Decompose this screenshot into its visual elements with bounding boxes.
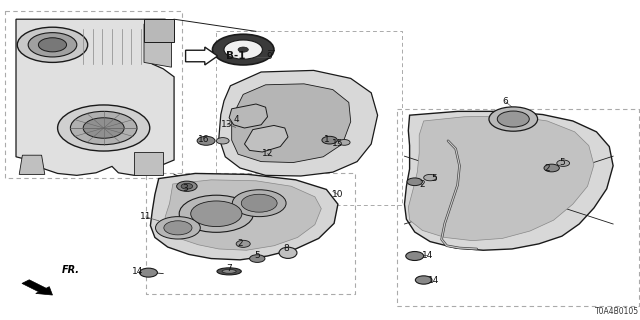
Ellipse shape: [279, 247, 297, 259]
Text: 9: 9: [266, 52, 271, 61]
Text: B-1: B-1: [226, 51, 245, 61]
Circle shape: [197, 136, 215, 145]
Polygon shape: [219, 70, 378, 176]
Text: FR.: FR.: [62, 265, 80, 276]
Text: 14: 14: [422, 251, 433, 260]
Text: 6: 6: [503, 97, 508, 106]
Circle shape: [224, 40, 262, 59]
Text: 5: 5: [255, 252, 260, 260]
Circle shape: [339, 140, 350, 145]
Circle shape: [212, 34, 274, 65]
Circle shape: [250, 255, 265, 262]
Circle shape: [181, 183, 193, 189]
Text: 3: 3: [183, 184, 188, 193]
Circle shape: [544, 164, 559, 172]
Circle shape: [177, 181, 197, 191]
Circle shape: [216, 138, 229, 144]
Text: 2: 2: [420, 180, 425, 189]
Polygon shape: [134, 152, 163, 175]
Polygon shape: [404, 111, 613, 250]
Polygon shape: [232, 84, 351, 163]
Polygon shape: [150, 173, 338, 260]
Text: 11: 11: [140, 212, 152, 221]
Text: 2: 2: [237, 239, 243, 248]
Circle shape: [406, 252, 424, 260]
Polygon shape: [144, 19, 174, 42]
Text: 16: 16: [198, 135, 209, 144]
Circle shape: [424, 174, 436, 181]
Circle shape: [557, 160, 570, 166]
Text: 2: 2: [545, 164, 550, 173]
Ellipse shape: [217, 268, 241, 275]
Text: 14: 14: [132, 267, 143, 276]
Text: 5: 5: [431, 174, 436, 183]
Text: T0A4B0105: T0A4B0105: [595, 307, 639, 316]
Text: 10: 10: [332, 190, 344, 199]
Polygon shape: [144, 24, 172, 67]
Circle shape: [415, 276, 432, 284]
Circle shape: [164, 221, 192, 235]
Circle shape: [58, 105, 150, 151]
Circle shape: [238, 47, 248, 52]
Polygon shape: [244, 125, 288, 152]
Circle shape: [241, 194, 277, 212]
Circle shape: [236, 240, 250, 247]
Circle shape: [38, 38, 67, 52]
Circle shape: [83, 118, 124, 138]
Text: 15: 15: [332, 139, 344, 148]
Circle shape: [156, 217, 200, 239]
FancyArrow shape: [22, 280, 52, 295]
Text: 8: 8: [284, 244, 289, 253]
Circle shape: [322, 136, 337, 144]
Text: 5: 5: [559, 158, 564, 167]
Polygon shape: [19, 155, 45, 174]
Text: 13: 13: [221, 120, 233, 129]
Circle shape: [497, 111, 529, 127]
Circle shape: [17, 27, 88, 62]
Circle shape: [232, 190, 286, 217]
Circle shape: [407, 178, 422, 186]
Ellipse shape: [222, 269, 236, 273]
Text: 12: 12: [262, 149, 273, 158]
Text: 1: 1: [324, 135, 329, 144]
Circle shape: [489, 107, 538, 131]
Circle shape: [70, 111, 137, 145]
Text: 4: 4: [234, 115, 239, 124]
Polygon shape: [186, 47, 218, 65]
Polygon shape: [408, 116, 594, 241]
Text: 14: 14: [428, 276, 440, 285]
Circle shape: [191, 201, 242, 227]
Text: 7: 7: [227, 264, 232, 273]
Polygon shape: [16, 19, 174, 175]
Polygon shape: [229, 104, 268, 128]
Circle shape: [28, 33, 77, 57]
Circle shape: [179, 195, 253, 232]
Polygon shape: [165, 180, 321, 250]
Circle shape: [140, 268, 157, 277]
